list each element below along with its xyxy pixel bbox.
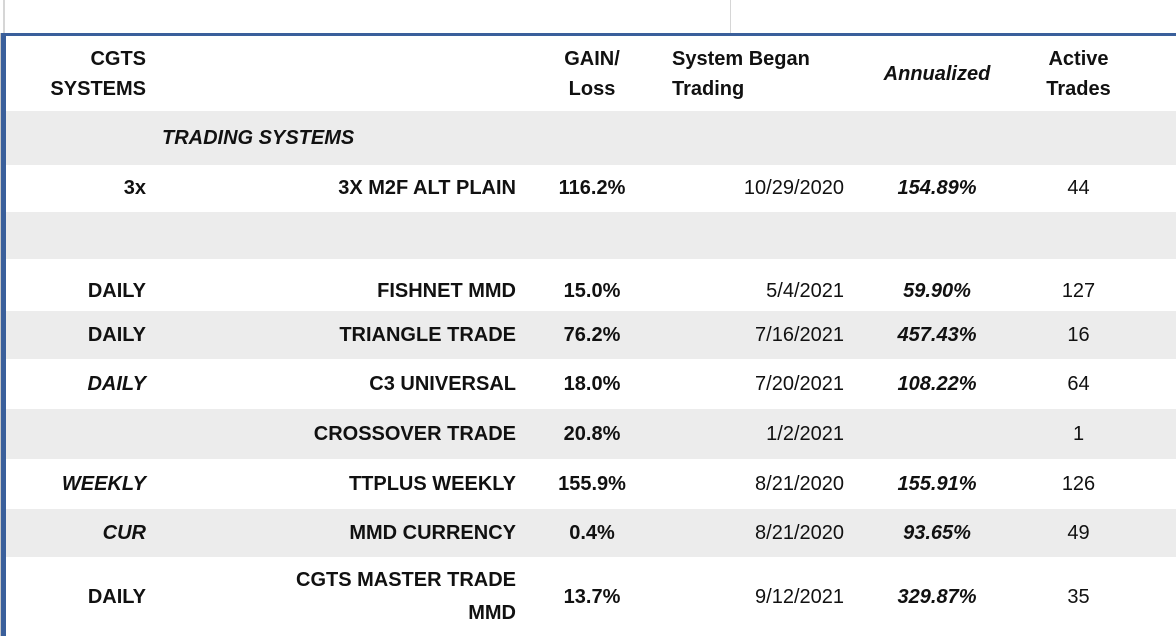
cell-category[interactable] xyxy=(6,409,158,459)
cell-system-name[interactable]: MMD CURRENCY xyxy=(349,521,516,544)
table-header-row: CGTS SYSTEMS GAIN/ Loss System Began Tra… xyxy=(6,36,1176,111)
cell-gain-loss[interactable]: 155.9% xyxy=(558,472,626,495)
data-row: DAILY TRIANGLE TRADE 76.2% 7/16/2021 457.43%… xyxy=(6,311,1176,359)
cell-annualized[interactable]: 154.89% xyxy=(897,177,977,199)
cell-gain-loss[interactable]: 116.2% xyxy=(558,177,626,199)
cell-gain-loss[interactable]: 13.7% xyxy=(563,585,621,608)
data-row: DAILY CGTS MASTER TRADE MMD 13.7% 9/12/2021… xyxy=(6,557,1176,636)
sheet-edge-gridline xyxy=(0,0,1,636)
cell-began-date[interactable]: 7/20/2021 xyxy=(755,372,844,395)
cell-category[interactable]: 3x xyxy=(123,177,146,199)
cell-began-date[interactable]: 8/21/2020 xyxy=(755,521,844,544)
cell-category[interactable]: CUR xyxy=(102,521,146,544)
cell-began-date[interactable]: 1/2/2021 xyxy=(766,422,844,445)
column-gridline xyxy=(730,0,731,33)
cell-annualized[interactable]: 93.65% xyxy=(903,521,971,544)
empty-row xyxy=(6,259,1176,271)
cell-gain-loss[interactable]: 76.2% xyxy=(563,323,621,346)
cell-system-name[interactable]: C3 UNIVERSAL xyxy=(369,372,516,395)
cell-gain-loss[interactable]: 20.8% xyxy=(563,422,621,445)
cell-gain-loss[interactable]: 0.4% xyxy=(569,521,615,544)
cell-category[interactable]: DAILY xyxy=(87,323,146,346)
sheet-top-margin xyxy=(0,0,1176,33)
cell-annualized[interactable]: 329.87% xyxy=(897,585,977,608)
table-body: TRADING SYSTEMS 3x 3X M2F ALT PLAIN 116.2% 1… xyxy=(6,111,1176,636)
cell-active-trades[interactable]: 64 xyxy=(1067,372,1090,395)
cell-gain-loss[interactable]: 15.0% xyxy=(563,279,621,302)
cell-active-trades[interactable]: 127 xyxy=(1061,279,1096,302)
header-system-name[interactable] xyxy=(158,36,522,111)
cell-annualized[interactable] xyxy=(852,409,1022,459)
cell-annualized[interactable]: 457.43% xyxy=(897,323,977,346)
section-title[interactable]: TRADING SYSTEMS xyxy=(162,126,355,149)
cell-category[interactable] xyxy=(6,111,158,165)
trading-systems-table: CGTS SYSTEMS GAIN/ Loss System Began Tra… xyxy=(1,33,1176,636)
header-cgts-systems[interactable]: CGTS SYSTEMS xyxy=(50,47,146,100)
cell-system-name[interactable]: 3X M2F ALT PLAIN xyxy=(338,177,516,199)
cell-category[interactable]: DAILY xyxy=(87,279,146,302)
cell-gain-loss[interactable]: 18.0% xyxy=(563,372,621,395)
empty-row xyxy=(6,212,1176,259)
column-gridline xyxy=(3,0,5,33)
cell-began-date[interactable]: 7/16/2021 xyxy=(755,323,844,346)
cell-category[interactable]: WEEKLY xyxy=(61,472,146,495)
cell-began-date[interactable]: 8/21/2020 xyxy=(755,472,844,495)
data-row: 3x 3X M2F ALT PLAIN 116.2% 10/29/2020 154.89… xyxy=(6,165,1176,212)
cell-system-name[interactable]: CROSSOVER TRADE xyxy=(313,422,516,445)
cell-system-name[interactable]: TRIANGLE TRADE xyxy=(339,323,516,346)
data-row: WEEKLY TTPLUS WEEKLY 155.9% 8/21/2020 155.91… xyxy=(6,459,1176,509)
data-row: DAILY FISHNET MMD 15.0% 5/4/2021 59.90% 127 xyxy=(6,271,1176,311)
cell-active-trades[interactable]: 16 xyxy=(1067,323,1090,346)
cell-system-name[interactable]: CGTS MASTER TRADE MMD xyxy=(296,569,516,624)
cell-category[interactable]: DAILY xyxy=(87,372,146,395)
cell-began-date[interactable]: 9/12/2021 xyxy=(755,585,844,608)
cell-category[interactable]: DAILY xyxy=(87,585,146,608)
cell-active-trades[interactable]: 49 xyxy=(1067,521,1090,544)
cell-system-name[interactable]: FISHNET MMD xyxy=(377,279,516,302)
cell-began-date[interactable]: 5/4/2021 xyxy=(766,279,844,302)
cell-began-date[interactable]: 10/29/2020 xyxy=(743,177,844,199)
header-gain-loss[interactable]: GAIN/ Loss xyxy=(564,47,620,100)
cell-annualized[interactable]: 59.90% xyxy=(903,279,971,302)
cell-active-trades[interactable]: 126 xyxy=(1061,472,1096,495)
data-row: CUR MMD CURRENCY 0.4% 8/21/2020 93.65% 49 xyxy=(6,509,1176,557)
cell-system-name[interactable]: TTPLUS WEEKLY xyxy=(348,472,516,495)
data-row: DAILY C3 UNIVERSAL 18.0% 7/20/2021 108.22% 64 xyxy=(6,359,1176,409)
section-row: TRADING SYSTEMS xyxy=(6,111,1176,165)
header-system-began-trading[interactable]: System Began Trading xyxy=(672,47,810,100)
header-annualized[interactable]: Annualized xyxy=(883,62,991,85)
cell-active-trades[interactable]: 1 xyxy=(1072,422,1085,445)
cell-active-trades[interactable]: 44 xyxy=(1067,177,1090,199)
header-active-trades[interactable]: Active Trades xyxy=(1046,47,1111,100)
cell-annualized[interactable]: 108.22% xyxy=(897,372,977,395)
cell-annualized[interactable]: 155.91% xyxy=(897,472,977,495)
cell-active-trades[interactable]: 35 xyxy=(1067,585,1090,608)
data-row: CROSSOVER TRADE 20.8% 1/2/2021 1 xyxy=(6,409,1176,459)
